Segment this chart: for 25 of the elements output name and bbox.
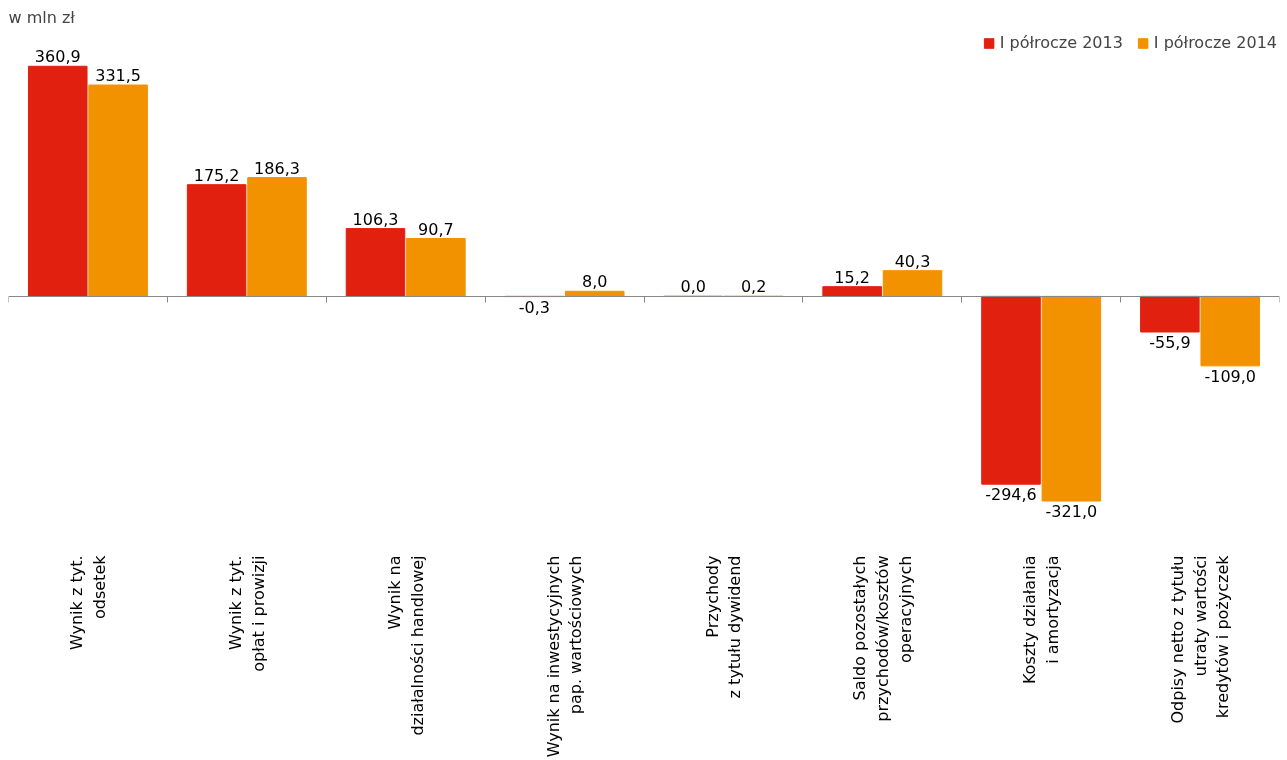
data-label: 360,9 (34, 47, 81, 67)
data-label: 40,3 (894, 251, 931, 271)
data-label: -321,0 (1045, 502, 1098, 522)
legend-label: I półrocze 2013 (999, 33, 1123, 52)
data-label: 331,5 (95, 66, 142, 86)
data-label: 0,2 (740, 277, 767, 297)
x-tick-label: Wynik na inwestycyjnych pap. wartościowych (543, 555, 586, 758)
data-label: -294,6 (985, 485, 1037, 505)
x-tick-label: Wynik z tyt. odsetek (67, 554, 109, 651)
data-label: 8,0 (582, 272, 608, 292)
data-label: -0,3 (518, 297, 550, 317)
data-label: 106,3 (352, 209, 399, 229)
x-tick-label: Koszty działania i amortyzacja (1020, 555, 1063, 685)
x-tick-label: Wynik na działalności handlowej (384, 555, 427, 736)
data-label: -109,0 (1204, 366, 1257, 386)
data-label: -55,9 (1149, 333, 1191, 353)
legend-label: I półrocze 2014 (1153, 33, 1277, 52)
data-label: 0,0 (680, 277, 706, 297)
data-label: 175,2 (193, 165, 240, 185)
data-label: 90,7 (418, 219, 454, 239)
y-axis-title: w mln zł (8, 7, 76, 27)
x-tick-label: Wynik z tyt. opłat i prowizji (225, 555, 268, 672)
x-tick-label: Saldo pozostałych przychodów/kosztów operacyjnych (850, 555, 915, 722)
data-label: 15,2 (834, 267, 870, 287)
data-label: 186,3 (254, 158, 300, 178)
